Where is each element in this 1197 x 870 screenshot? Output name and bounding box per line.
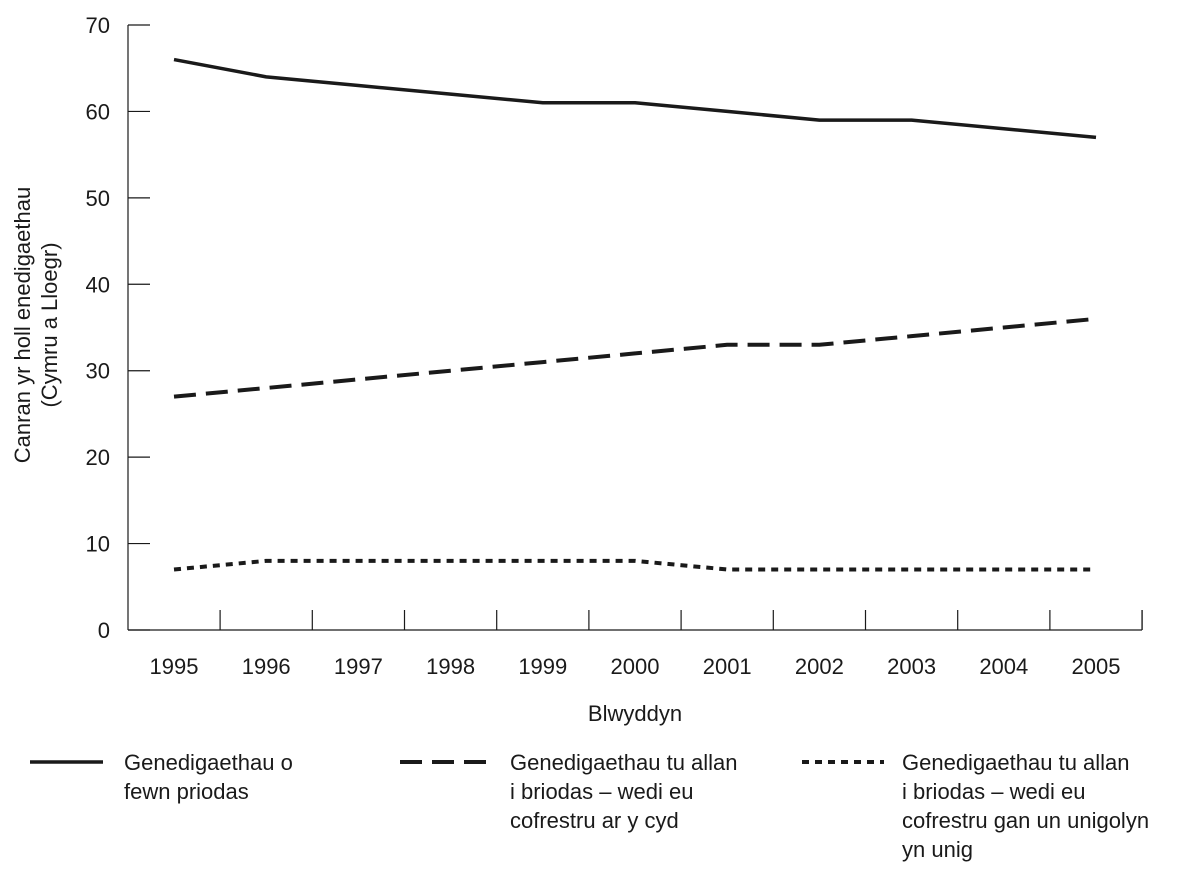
- legend-label-line: Genedigaethau tu allan: [510, 750, 738, 775]
- x-tick-label: 2004: [979, 654, 1028, 679]
- legend-label-line: Genedigaethau o: [124, 750, 293, 775]
- legend-label-line: i briodas – wedi eu: [902, 779, 1085, 804]
- x-tick-label: 1997: [334, 654, 383, 679]
- chart-axes: 0 10 20 30 40 50 60 70 1995 1996 1997 1998 1999 2000 2…: [10, 13, 1143, 726]
- x-tick-label: 1995: [150, 654, 199, 679]
- x-tick-label: 2002: [795, 654, 844, 679]
- legend-label-1: Genedigaethau o fewn priodas: [124, 750, 293, 804]
- legend-label-line: i briodas – wedi eu: [510, 779, 693, 804]
- series-line-3: [173, 558, 1096, 572]
- legend-label-line: fewn priodas: [124, 779, 249, 804]
- legend-label-3: Genedigaethau tu allan i briodas – wedi e…: [902, 750, 1149, 862]
- y-tick-label: 60: [86, 99, 110, 124]
- y-tick-label: 20: [86, 445, 110, 470]
- y-tick-label: 70: [86, 13, 110, 38]
- x-tick-label: 2005: [1072, 654, 1121, 679]
- y-tick-label: 0: [98, 618, 110, 643]
- chart-legend: Genedigaethau o fewn priodasGenedigaethau…: [30, 750, 1149, 862]
- x-axis-title: Blwyddyn: [588, 701, 682, 726]
- y-axis-title-line: (Cymru a Lloegr): [37, 242, 62, 407]
- y-tick-label: 30: [86, 359, 110, 384]
- x-tick-label: 1999: [518, 654, 567, 679]
- y-tick-label: 50: [86, 186, 110, 211]
- legend-label-2: Genedigaethau tu allan i briodas – wedi e…: [510, 750, 738, 833]
- x-tick-label: 2000: [611, 654, 660, 679]
- x-tick-label: 2003: [887, 654, 936, 679]
- y-axis-title-line: Canran yr holl enedigaethau: [10, 187, 35, 463]
- y-tick-label: 40: [86, 272, 110, 297]
- y-axis-title: Canran yr holl enedigaethau(Cymru a Lloe…: [10, 187, 62, 463]
- legend-label-line: Genedigaethau tu allan: [902, 750, 1130, 775]
- series-line-2: [173, 316, 1097, 399]
- legend-label-line: cofrestru ar y cyd: [510, 808, 679, 833]
- legend-label-line: yn unig: [902, 837, 973, 862]
- y-tick-label: 10: [86, 532, 110, 557]
- x-tick-label: 1996: [242, 654, 291, 679]
- legend-label-line: cofrestru gan un unigolyn: [902, 808, 1149, 833]
- x-tick-label: 2001: [703, 654, 752, 679]
- series-line-1: [173, 57, 1097, 140]
- x-tick-label: 1998: [426, 654, 475, 679]
- chart-series: [173, 57, 1097, 572]
